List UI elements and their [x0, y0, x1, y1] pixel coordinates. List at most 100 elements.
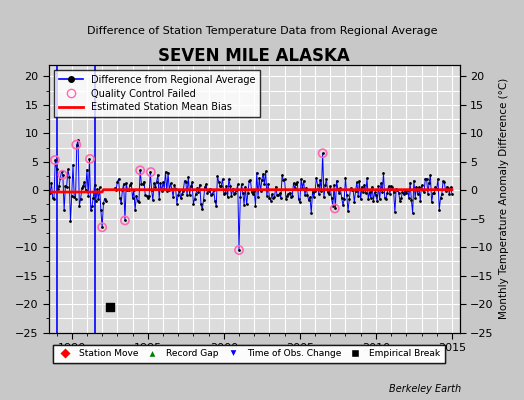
Point [64, 166, 72, 173]
Point [439, 178, 447, 184]
Point [217, 182, 225, 189]
Point [143, 192, 151, 199]
Point [178, 191, 186, 198]
Point [258, 176, 266, 183]
Point [105, 304, 114, 310]
Point [56, 175, 64, 182]
Point [425, 180, 433, 186]
Y-axis label: Monthly Temperature Anomaly Difference (°C): Monthly Temperature Anomaly Difference (… [499, 78, 509, 320]
Point [256, 188, 265, 194]
Point [184, 174, 192, 180]
Point [89, 194, 97, 201]
Text: Difference of Station Temperature Data from Regional Average: Difference of Station Temperature Data f… [87, 26, 437, 36]
Point [277, 195, 285, 201]
Point [144, 195, 152, 201]
Point [391, 209, 399, 215]
Point [72, 142, 81, 148]
Point [113, 178, 122, 185]
Point [171, 186, 180, 192]
Point [158, 188, 166, 194]
Point [221, 190, 230, 196]
Point [145, 193, 153, 200]
Point [284, 190, 292, 197]
Point [131, 207, 139, 213]
Point [61, 183, 70, 189]
Point [444, 184, 452, 191]
Point [245, 178, 253, 184]
Point [49, 195, 57, 202]
Point [151, 183, 160, 190]
Point [380, 195, 389, 201]
Point [269, 195, 277, 201]
Point [349, 186, 357, 193]
Point [156, 180, 165, 186]
Point [125, 187, 133, 193]
Point [325, 191, 333, 197]
Point [95, 184, 104, 191]
Point [298, 185, 307, 191]
Point [315, 191, 323, 198]
Point [313, 182, 322, 188]
Point [440, 179, 449, 186]
Point [264, 181, 272, 187]
Point [99, 200, 107, 207]
Point [137, 181, 146, 187]
Point [243, 201, 251, 208]
Point [160, 186, 168, 192]
Point [75, 203, 83, 209]
Point [370, 189, 379, 196]
Point [355, 178, 364, 184]
Point [408, 209, 417, 216]
Point [259, 171, 267, 177]
Point [102, 198, 110, 205]
Point [207, 192, 215, 199]
Point [344, 208, 352, 214]
Point [85, 156, 94, 162]
Point [447, 190, 456, 197]
Point [93, 186, 101, 192]
Point [208, 191, 216, 197]
Point [329, 203, 337, 209]
Point [222, 183, 231, 189]
Point [128, 195, 137, 202]
Point [415, 184, 423, 190]
Point [407, 197, 416, 203]
Point [234, 181, 242, 188]
Point [396, 198, 404, 204]
Point [165, 187, 173, 193]
Point [341, 175, 350, 181]
Point [119, 180, 128, 187]
Point [162, 188, 171, 194]
Point [88, 203, 96, 209]
Point [237, 181, 246, 187]
Point [214, 179, 223, 185]
Point [136, 167, 144, 174]
Point [238, 190, 247, 196]
Point [51, 157, 59, 163]
Point [359, 189, 367, 196]
Point [410, 177, 418, 184]
Point [126, 181, 134, 188]
Point [169, 194, 177, 200]
Point [255, 175, 264, 181]
Point [330, 182, 339, 188]
Point [429, 190, 437, 197]
Point [138, 181, 147, 188]
Point [236, 194, 245, 200]
Point [135, 198, 143, 205]
Point [211, 198, 219, 204]
Point [253, 169, 261, 176]
Point [149, 197, 157, 203]
Point [132, 193, 140, 199]
Point [368, 184, 376, 190]
Point [53, 186, 62, 192]
Point [141, 191, 149, 198]
Point [401, 188, 409, 194]
Point [182, 179, 190, 185]
Point [263, 193, 271, 199]
Point [117, 200, 125, 207]
Point [392, 186, 400, 192]
Point [83, 166, 91, 173]
Point [136, 167, 144, 174]
Point [311, 188, 319, 194]
